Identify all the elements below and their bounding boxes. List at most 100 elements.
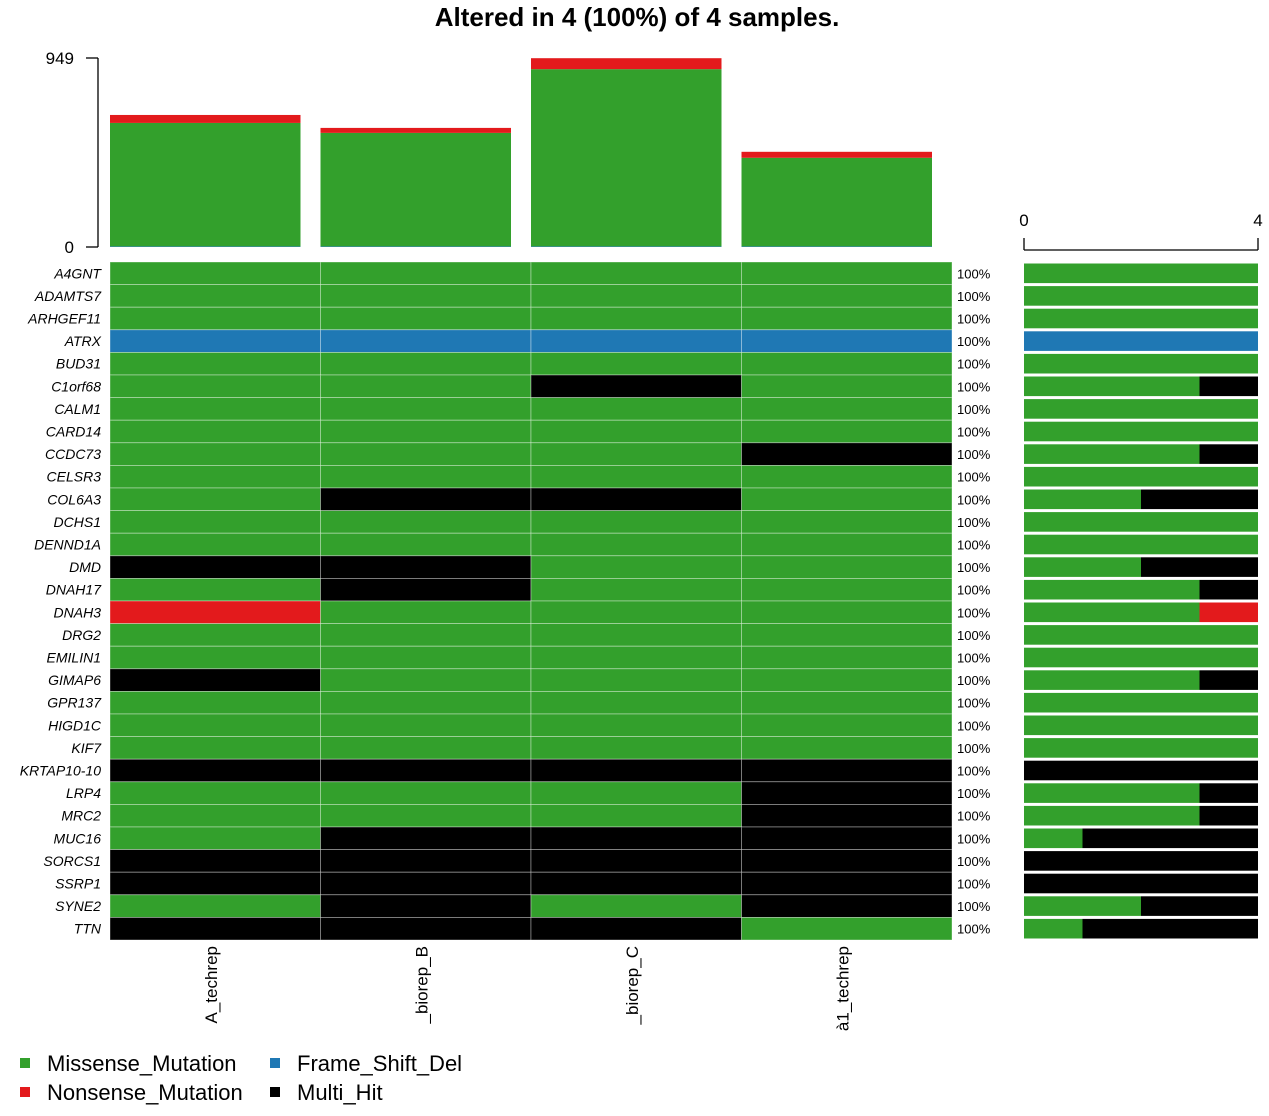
matrix-cell [109,849,321,873]
side-bar-segment [1141,489,1258,510]
tmb-axis: 0 949 [46,49,99,257]
side-bar-segment [1199,602,1258,623]
matrix-cell [320,600,532,625]
percent-label: 100% [957,289,991,304]
sample-label: A_techrep [202,946,221,1024]
matrix-cell [741,758,953,783]
legend-label: Nonsense_Mutation [47,1080,243,1105]
matrix-cell [530,284,742,308]
percent-label: 100% [957,741,991,756]
legend-swatch [270,1087,280,1097]
percent-label: 100% [957,425,991,440]
matrix-cell [109,284,321,308]
matrix-cell [320,351,532,376]
side-bar-segment [1024,534,1258,555]
gene-label: HIGD1C [48,717,102,733]
tmb-axis-tick-label: 949 [46,49,74,68]
gene-label: C1orf68 [51,378,101,394]
matrix-cell [109,261,321,286]
matrix-cell [320,758,532,783]
side-bar-segment [1024,805,1200,826]
matrix-cell [741,691,953,715]
percent-label: 100% [957,696,991,711]
sample-labels: A_techrep _biorep_B _biorep_C à1_techrep [202,946,853,1031]
matrix-cell [741,623,953,647]
matrix-cell [741,826,953,851]
matrix-cell [320,894,532,918]
side-bar-segment [1024,715,1258,736]
gene-label: CALM1 [54,401,101,417]
percent-label: 100% [957,266,991,281]
side-bar-segment [1024,738,1258,758]
gene-label: DENND1A [34,537,101,553]
gene-label: DNAH3 [54,604,102,620]
matrix-cell [741,645,953,670]
matrix-cell [320,306,532,331]
side-bar-segment [1024,602,1200,623]
sample-label: _biorep_B [413,946,432,1025]
matrix-cell [109,894,321,918]
side-bar-segment [1024,444,1200,464]
percent-label: 100% [957,786,991,801]
gene-labels: A4GNT ADAMTS7 ARHGEF11 ATRX BUD31 C1orf68 CALM… [20,265,103,936]
percent-labels: 100% 100% 100% 100% 100% 100% 100% 100% 100% 100%… [957,266,991,936]
side-bar-segment [1141,896,1258,916]
matrix-cell [741,532,953,557]
matrix-cell [530,442,742,466]
side-bar-segment [1024,421,1258,442]
gene-label: EMILIN1 [47,650,101,666]
matrix-cell [530,713,742,738]
matrix-cell [320,487,532,512]
matrix-cell [741,306,953,331]
matrix-cell [741,578,953,602]
matrix-cell [530,464,742,489]
side-bar-segment [1024,783,1200,803]
legend: Missense_Mutation Frame_Shift_Del Nonsense… [20,1051,462,1105]
matrix-cell [320,555,532,579]
matrix-cell [741,668,953,692]
percent-label: 100% [957,605,991,620]
gene-label: BUD31 [56,356,101,372]
side-bar-segment [1024,647,1258,668]
percent-label: 100% [957,831,991,846]
gene-label: A4GNT [53,265,102,281]
matrix-cell [741,397,953,421]
side-bars [1024,263,1258,939]
percent-label: 100% [957,379,991,394]
matrix-cell [741,487,953,512]
matrix-cell [530,623,742,647]
matrix-cell [109,600,321,625]
matrix-cell [741,804,953,828]
matrix-cell [320,464,532,489]
matrix-cell [741,736,953,760]
matrix-cell [320,736,532,760]
matrix-cell [741,849,953,873]
side-bar-segment [1024,353,1258,374]
matrix-cell [741,510,953,534]
matrix-cell [530,419,742,444]
matrix-cell [109,578,321,602]
matrix-cell [109,713,321,738]
matrix-cell [320,397,532,421]
chart-title: Altered in 4 (100%) of 4 samples. [435,2,840,32]
percent-label: 100% [957,470,991,485]
matrix-cell [530,849,742,873]
gene-label: COL6A3 [47,491,101,507]
matrix-cell [109,804,321,828]
percent-label: 100% [957,515,991,530]
tmb-bar-segment [110,122,301,247]
matrix-cell [320,419,532,444]
matrix-cell [109,464,321,489]
matrix-cell [741,329,953,353]
side-bar-segment [1024,828,1083,849]
gene-label: LRP4 [66,785,101,801]
legend-swatch [270,1058,280,1068]
matrix-cell [320,804,532,828]
side-bar-segment [1024,896,1141,916]
percent-label: 100% [957,854,991,869]
legend-label: Frame_Shift_Del [297,1051,462,1076]
matrix-cell [320,691,532,715]
matrix-cell [530,736,742,760]
gene-label: DMD [69,559,101,575]
side-bar-segment [1024,466,1258,487]
